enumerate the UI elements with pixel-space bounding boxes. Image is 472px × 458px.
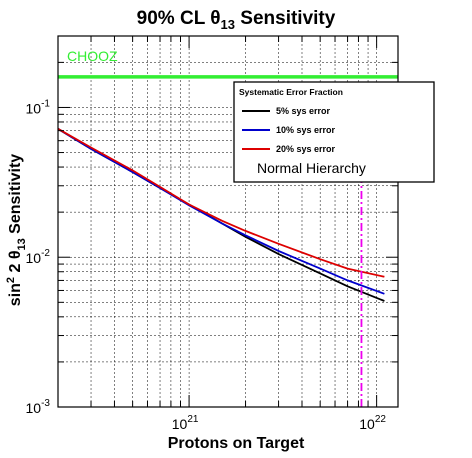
legend-label-1: 5% sys error: [276, 106, 331, 116]
reference-layer: CHOOZ: [58, 48, 398, 79]
legend-note: Normal Hierarchy: [257, 160, 366, 176]
legend-label-3: 20% sys error: [276, 144, 336, 154]
legend-box: [233, 81, 435, 183]
chart-title: 90% CL θ13 Sensitivity: [137, 8, 336, 32]
plot-frame: [57, 35, 399, 408]
series-layer: [57, 128, 385, 302]
y-tick-label: 10-2: [26, 248, 51, 266]
legend-entries: 5% sys error 10% sys error 20% sys error: [242, 106, 336, 154]
y-tick-label: 10-3: [26, 398, 51, 416]
series-line-2: [57, 128, 385, 295]
y-axis-label: sin2 2 θ13 Sensitivity: [5, 154, 28, 307]
legend: Systematic Error Fraction 5% sys error 10…: [233, 81, 435, 183]
y-tick-label: 10-1: [26, 98, 51, 116]
x-tick-label: 1021: [172, 414, 199, 432]
x-axis-label: Protons on Target: [168, 435, 305, 452]
chooz-label: CHOOZ: [67, 48, 118, 64]
tick-labels: 1021 1022 10-3 10-2 10-1: [26, 98, 387, 432]
x-tick-label: 1022: [359, 414, 386, 432]
legend-label-2: 10% sys error: [276, 125, 336, 135]
series-line-3: [57, 128, 385, 278]
legend-title: Systematic Error Fraction: [239, 87, 343, 97]
